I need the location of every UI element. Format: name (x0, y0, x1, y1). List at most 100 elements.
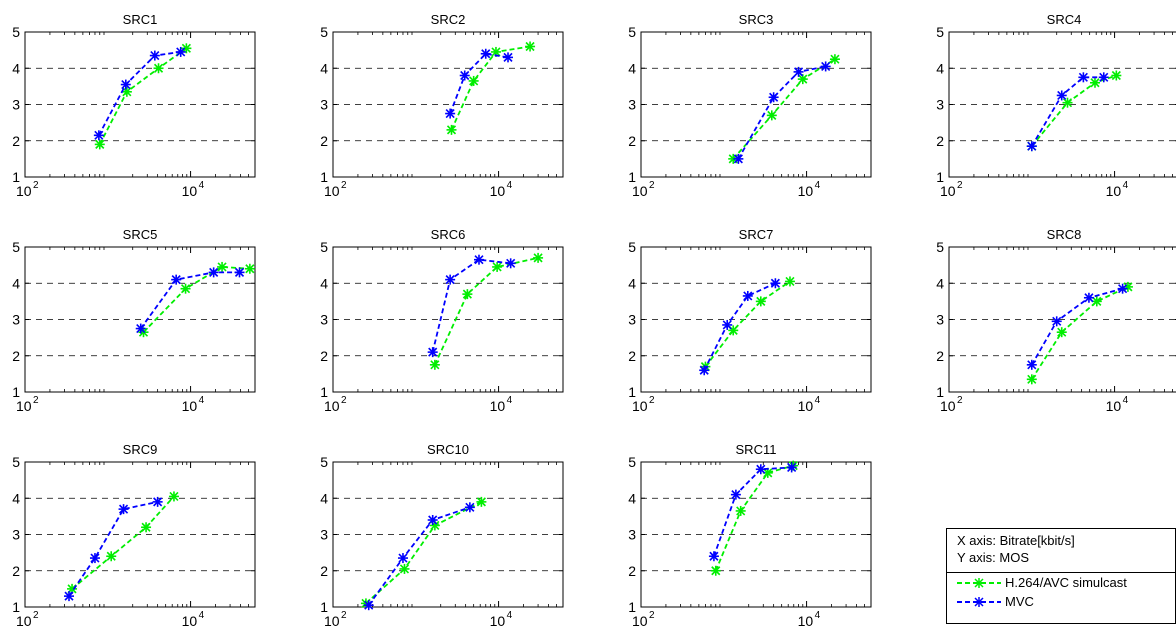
x-tick-label: 10 (1106, 398, 1122, 414)
y-tick-label: 3 (12, 312, 20, 328)
data-point-h264 (141, 522, 152, 533)
data-point-mvc (505, 258, 516, 269)
data-point-mvc (1051, 316, 1062, 327)
x-tick-label: 10 (632, 398, 648, 414)
series-line-mvc (431, 258, 511, 353)
y-tick-label: 5 (628, 239, 636, 255)
data-point-h264 (784, 276, 795, 287)
y-tick-label: 5 (628, 24, 636, 40)
data-point-mvc (175, 46, 186, 57)
data-point-mvc (768, 92, 779, 103)
data-point-h264 (1056, 327, 1067, 338)
data-point-h264 (468, 75, 479, 86)
series-line-mvc (98, 51, 181, 136)
x-tick-label-exponent: 4 (507, 395, 513, 406)
data-point-h264 (797, 74, 808, 85)
series-line-mvc (703, 282, 776, 371)
data-point-h264 (533, 252, 544, 263)
x-tick-label-exponent: 4 (199, 180, 205, 191)
data-point-h264 (476, 496, 487, 507)
x-tick-label: 10 (16, 183, 32, 199)
y-tick-label: 1 (320, 384, 328, 400)
data-point-h264 (446, 124, 457, 135)
y-tick-label: 5 (936, 239, 944, 255)
series-line-h264 (365, 501, 482, 605)
y-tick-label: 5 (12, 454, 20, 470)
y-tick-label: 3 (936, 97, 944, 113)
x-tick-label-exponent: 4 (815, 180, 821, 191)
data-point-mvc (135, 323, 146, 334)
data-point-mvc (152, 496, 163, 507)
y-tick-label: 4 (12, 60, 20, 76)
data-point-h264 (106, 551, 117, 562)
data-point-h264 (1091, 296, 1102, 307)
x-tick-label-exponent: 2 (649, 610, 655, 621)
subplot-title: SRC1 (123, 12, 158, 27)
subplot-title: SRC3 (739, 12, 774, 27)
subplot-title: SRC4 (1047, 12, 1082, 27)
y-tick-label: 3 (628, 97, 636, 113)
y-tick-label: 4 (936, 275, 944, 291)
x-tick-label-exponent: 2 (33, 395, 39, 406)
legend-label-h264: H.264/AVC simulcast (1005, 575, 1127, 590)
data-point-h264 (462, 289, 473, 300)
data-point-h264 (735, 505, 746, 516)
x-tick-label: 10 (632, 613, 648, 629)
y-tick-label: 1 (936, 384, 944, 400)
series-line-mvc (1031, 287, 1123, 366)
y-tick-label: 2 (12, 133, 20, 149)
x-tick-label-exponent: 2 (33, 610, 39, 621)
data-point-mvc (473, 254, 484, 265)
series-line-h264 (1031, 286, 1129, 380)
x-tick-label: 10 (16, 613, 32, 629)
y-tick-label: 2 (628, 348, 636, 364)
x-tick-label: 10 (324, 613, 340, 629)
y-tick-label: 1 (628, 169, 636, 185)
y-tick-label: 4 (12, 490, 20, 506)
series-line-mvc (737, 65, 826, 160)
x-tick-label-exponent: 2 (33, 180, 39, 191)
x-tick-label: 10 (490, 183, 506, 199)
data-point-mvc (480, 48, 491, 59)
x-tick-label: 10 (324, 183, 340, 199)
y-tick-label: 5 (628, 454, 636, 470)
x-tick-label-exponent: 2 (649, 180, 655, 191)
data-point-h264 (429, 359, 440, 370)
y-tick-label: 3 (320, 527, 328, 543)
series-line-h264 (71, 495, 175, 590)
data-point-mvc (64, 591, 75, 602)
series-line-mvc (713, 466, 792, 557)
subplot-title: SRC9 (123, 442, 158, 457)
x-tick-label: 10 (182, 183, 198, 199)
x-tick-label-exponent: 2 (341, 610, 347, 621)
y-tick-label: 5 (12, 239, 20, 255)
x-tick-label-exponent: 2 (957, 180, 963, 191)
subplot-title: SRC11 (736, 442, 777, 457)
data-point-mvc (397, 553, 408, 564)
series-line-h264 (732, 58, 836, 160)
data-point-h264 (217, 261, 228, 272)
data-point-mvc (708, 551, 719, 562)
x-axis-note: X axis: Bitrate[kbit/s] (957, 533, 1075, 548)
y-tick-label: 2 (320, 133, 328, 149)
y-tick-label: 3 (936, 312, 944, 328)
data-point-mvc (445, 274, 456, 285)
data-point-mvc (118, 504, 129, 515)
x-tick-label: 10 (490, 398, 506, 414)
data-point-mvc (1026, 359, 1037, 370)
data-point-h264 (180, 283, 191, 294)
y-tick-label: 3 (320, 312, 328, 328)
data-point-mvc (464, 502, 475, 513)
subplot-title: SRC10 (427, 442, 469, 457)
y-tick-label: 1 (12, 599, 20, 615)
y-tick-label: 4 (936, 60, 944, 76)
y-tick-label: 3 (628, 527, 636, 543)
subplot-title: SRC6 (431, 227, 466, 242)
data-point-mvc (1083, 292, 1094, 303)
